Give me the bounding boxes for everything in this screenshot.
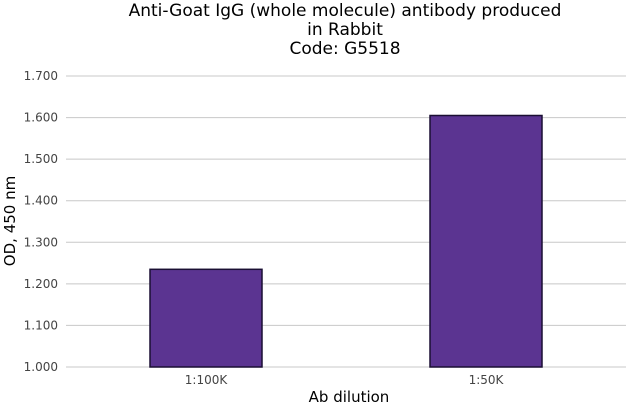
chart-title-line-1: Anti-Goat IgG (whole molecule) antibody … [129, 1, 562, 21]
x-tick-label: 1:100K [185, 373, 229, 387]
y-tick-label: 1.100 [24, 318, 58, 332]
chart-title-line-3: Code: G5518 [289, 39, 400, 59]
y-tick-label: 1.200 [24, 277, 58, 291]
bars [149, 114, 543, 368]
chart-title: Anti-Goat IgG (whole molecule) antibody … [129, 1, 562, 59]
bar-1:50K [429, 114, 543, 368]
y-tick-label: 1.400 [24, 194, 58, 208]
y-tick-label: 1.500 [24, 152, 58, 166]
x-axis-label: Ab dilution [309, 388, 390, 406]
chart-title-line-2: in Rabbit [307, 20, 383, 40]
y-axis-tick-labels: 1.000 1.100 1.200 1.300 1.400 1.500 1.600 1.700 [24, 69, 58, 374]
bar-1:100K [149, 268, 263, 368]
y-tick-label: 1.300 [24, 235, 58, 249]
y-tick-label: 1.700 [24, 69, 58, 83]
x-axis-tick-labels: 1:100K 1:50K [185, 373, 505, 387]
y-axis-label: OD, 450 nm [1, 176, 19, 266]
x-tick-label: 1:50K [469, 373, 505, 387]
y-tick-label: 1.000 [24, 360, 58, 374]
y-tick-label: 1.600 [24, 111, 58, 125]
